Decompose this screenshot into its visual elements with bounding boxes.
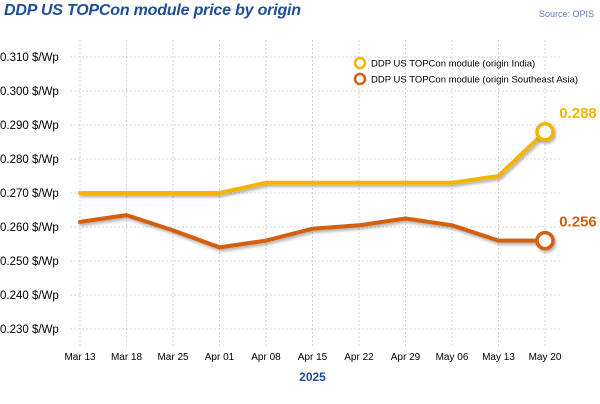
x-tick-label: Apr 15 bbox=[298, 352, 328, 363]
y-tick-label: 0.300 $/Wp bbox=[0, 86, 59, 98]
legend-marker bbox=[353, 56, 367, 70]
x-tick-label: Mar 13 bbox=[64, 352, 96, 363]
chart-title: DDP US TOPCon module price by origin bbox=[4, 2, 301, 19]
y-tick-label: 0.280 $/Wp bbox=[0, 154, 59, 166]
legend-label: DDP US TOPCon module (origin India) bbox=[371, 59, 535, 70]
end-value-label: 0.256 bbox=[559, 214, 597, 231]
legend-label: DDP US TOPCon module (origin Southeast A… bbox=[371, 75, 578, 86]
x-tick-label: Apr 01 bbox=[205, 352, 235, 363]
x-tick-label: May 13 bbox=[482, 352, 515, 363]
x-tick-label: Apr 29 bbox=[391, 352, 421, 363]
series-line-southeast-asia bbox=[78, 213, 547, 250]
y-tick-label: 0.310 $/Wp bbox=[0, 52, 59, 64]
y-tick-label: 0.250 $/Wp bbox=[0, 256, 59, 268]
axes: Mar 13 Mar 18 Mar 25 Apr 01 Apr 08 Apr 15 Apr … bbox=[0, 52, 562, 384]
legend-marker bbox=[353, 72, 367, 86]
end-labels: 0.288 0.256 bbox=[559, 105, 597, 231]
y-tick-label: 0.260 $/Wp bbox=[0, 222, 59, 234]
y-tick-label: 0.270 $/Wp bbox=[0, 188, 59, 200]
series bbox=[78, 122, 555, 251]
x-tick-label: May 20 bbox=[529, 352, 562, 363]
x-tick-label: Apr 08 bbox=[251, 352, 281, 363]
source-note: Source: OPIS bbox=[538, 9, 594, 19]
end-marker bbox=[535, 122, 555, 142]
y-tick-label: 0.240 $/Wp bbox=[0, 290, 59, 302]
end-value-label: 0.288 bbox=[559, 105, 597, 122]
x-tick-label: Mar 25 bbox=[157, 352, 189, 363]
y-tick-label: 0.230 $/Wp bbox=[0, 324, 59, 336]
x-tick-label: Apr 22 bbox=[344, 352, 374, 363]
x-axis-title: 2025 bbox=[299, 370, 326, 384]
legend: DDP US TOPCon module (origin India) DDP U… bbox=[353, 56, 578, 86]
series-line-india bbox=[78, 129, 547, 195]
end-marker bbox=[535, 230, 555, 251]
x-tick-label: Mar 18 bbox=[111, 352, 143, 363]
grid bbox=[70, 40, 560, 346]
y-tick-label: 0.290 $/Wp bbox=[0, 120, 59, 132]
x-tick-label: May 06 bbox=[436, 352, 469, 363]
